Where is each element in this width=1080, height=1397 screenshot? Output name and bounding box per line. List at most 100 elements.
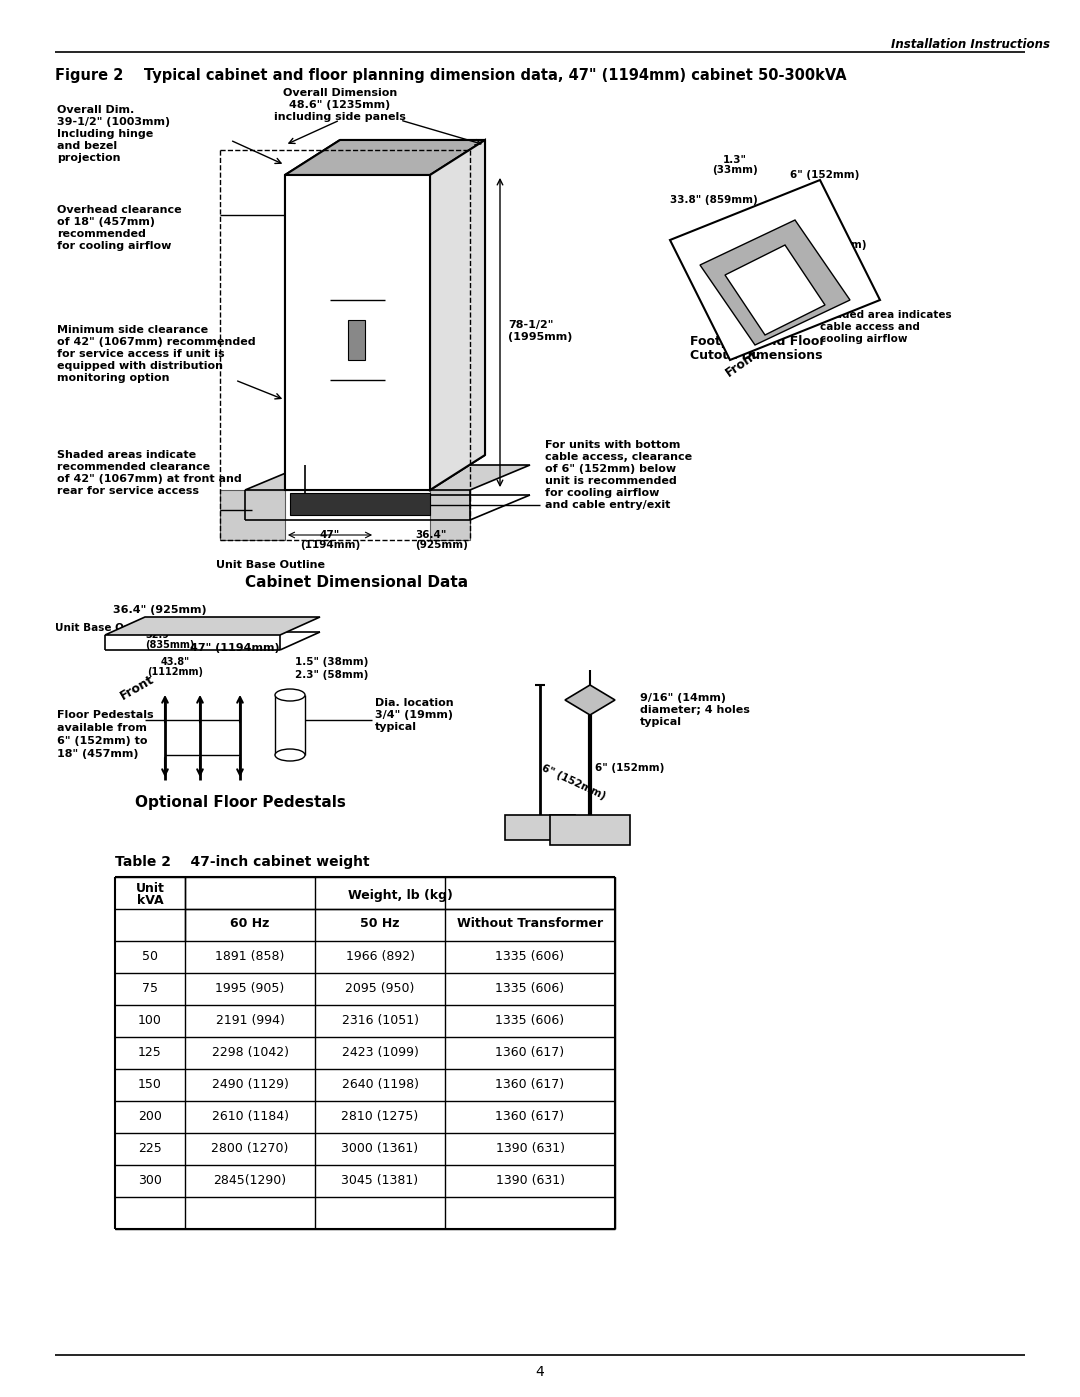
Text: Front: Front [724, 348, 761, 380]
Text: 60 Hz: 60 Hz [230, 916, 270, 930]
Text: Shaded area indicates: Shaded area indicates [820, 310, 951, 320]
Text: 47": 47" [320, 529, 340, 541]
Text: 1.5" (38mm): 1.5" (38mm) [295, 657, 368, 666]
Text: (33mm): (33mm) [712, 237, 758, 247]
Text: cooling airflow: cooling airflow [820, 334, 907, 344]
Ellipse shape [275, 749, 305, 761]
Text: 125: 125 [138, 1046, 162, 1059]
Text: 1995 (905): 1995 (905) [215, 982, 285, 995]
Text: For units with bottom: For units with bottom [545, 440, 680, 450]
Text: 1360 (617): 1360 (617) [496, 1078, 565, 1091]
Text: Footprint and Floor: Footprint and Floor [690, 335, 825, 348]
Text: 32.9": 32.9" [145, 630, 174, 640]
Polygon shape [348, 320, 365, 360]
Text: 2095 (950): 2095 (950) [346, 982, 415, 995]
Polygon shape [725, 244, 825, 335]
Text: Including hinge: Including hinge [57, 129, 153, 138]
Text: 43.8": 43.8" [161, 657, 190, 666]
Text: 225: 225 [138, 1141, 162, 1155]
Text: 6" (152mm) to: 6" (152mm) to [57, 736, 148, 746]
Text: 200: 200 [138, 1111, 162, 1123]
Text: 2.3" (58mm): 2.3" (58mm) [295, 671, 368, 680]
Text: 1390 (631): 1390 (631) [496, 1173, 565, 1187]
Polygon shape [565, 685, 615, 715]
Text: recommended clearance: recommended clearance [57, 462, 211, 472]
Text: 2800 (1270): 2800 (1270) [212, 1141, 288, 1155]
Polygon shape [505, 814, 575, 840]
Text: diameter; 4 holes: diameter; 4 holes [640, 705, 750, 715]
Text: 1966 (892): 1966 (892) [346, 950, 415, 963]
Text: rear for service access: rear for service access [57, 486, 199, 496]
Text: for cooling airflow: for cooling airflow [57, 242, 172, 251]
Polygon shape [550, 814, 630, 845]
Text: 2423 (1099): 2423 (1099) [341, 1046, 418, 1059]
Text: for cooling airflow: for cooling airflow [545, 488, 660, 497]
Text: 1891 (858): 1891 (858) [215, 950, 285, 963]
Text: cable access, clearance: cable access, clearance [545, 453, 692, 462]
Text: Front: Front [118, 673, 157, 703]
Text: 75: 75 [141, 982, 158, 995]
Text: and cable entry/exit: and cable entry/exit [545, 500, 671, 510]
Text: 1335 (606): 1335 (606) [496, 982, 565, 995]
Text: 150: 150 [138, 1078, 162, 1091]
Text: Minimum side clearance: Minimum side clearance [57, 326, 208, 335]
Text: 6" (152mm): 6" (152mm) [789, 258, 860, 268]
Text: equipped with distribution: equipped with distribution [57, 360, 222, 372]
Text: Unit: Unit [136, 882, 164, 895]
Text: Cabinet Dimensional Data: Cabinet Dimensional Data [245, 576, 469, 590]
Text: available from: available from [57, 724, 147, 733]
Polygon shape [105, 617, 320, 636]
Text: 39-1/2" (1003mm): 39-1/2" (1003mm) [57, 117, 171, 127]
Text: 6" (152mm): 6" (152mm) [540, 763, 607, 802]
Text: 6" (152mm): 6" (152mm) [789, 170, 860, 180]
Polygon shape [220, 490, 285, 541]
Text: kVA: kVA [137, 894, 163, 907]
Polygon shape [700, 219, 850, 345]
Text: monitoring option: monitoring option [57, 373, 170, 383]
Text: of 6" (152mm) below: of 6" (152mm) below [545, 464, 676, 474]
Text: Figure 2    Typical cabinet and floor planning dimension data, 47" (1194mm) cabi: Figure 2 Typical cabinet and floor plann… [55, 68, 847, 82]
Text: of 42" (1067mm) at front and: of 42" (1067mm) at front and [57, 474, 242, 483]
Polygon shape [285, 140, 485, 175]
Text: (33mm): (33mm) [712, 165, 758, 175]
Text: Overall Dimension: Overall Dimension [283, 88, 397, 98]
Text: 9/16" (14mm): 9/16" (14mm) [640, 693, 726, 703]
Text: 1360 (617): 1360 (617) [496, 1111, 565, 1123]
Text: Installation Instructions: Installation Instructions [891, 38, 1050, 52]
Text: 300: 300 [138, 1173, 162, 1187]
Polygon shape [670, 180, 880, 360]
Text: 50: 50 [141, 950, 158, 963]
Text: projection: projection [57, 154, 121, 163]
Text: 2810 (1275): 2810 (1275) [341, 1111, 419, 1123]
Text: Floor Pedestals: Floor Pedestals [57, 710, 153, 719]
Polygon shape [430, 140, 485, 490]
Text: for service access if unit is: for service access if unit is [57, 349, 225, 359]
Text: Weight, lb (kg): Weight, lb (kg) [348, 888, 453, 902]
Text: 1.3": 1.3" [723, 155, 747, 165]
Polygon shape [291, 493, 430, 515]
Text: (1112mm): (1112mm) [147, 666, 203, 678]
Text: 1335 (606): 1335 (606) [496, 950, 565, 963]
Text: (835mm): (835mm) [145, 640, 194, 650]
Text: 18" (457mm): 18" (457mm) [57, 749, 138, 759]
Text: 2191 (994): 2191 (994) [216, 1014, 284, 1027]
Text: 1390 (631): 1390 (631) [496, 1141, 565, 1155]
Text: 2640 (1198): 2640 (1198) [341, 1078, 419, 1091]
Text: Without Transformer: Without Transformer [457, 916, 603, 930]
Text: including side panels: including side panels [274, 112, 406, 122]
Text: Shaded areas indicate: Shaded areas indicate [57, 450, 197, 460]
Text: Unit Base Outline: Unit Base Outline [216, 560, 324, 570]
Text: 6" (152mm): 6" (152mm) [595, 763, 664, 773]
Text: (1194mm): (1194mm) [300, 541, 360, 550]
Text: Table 2    47-inch cabinet weight: Table 2 47-inch cabinet weight [114, 855, 369, 869]
Text: 36.4": 36.4" [415, 529, 446, 541]
Text: (1995mm): (1995mm) [508, 332, 572, 342]
Text: (925mm): (925mm) [415, 541, 468, 550]
Text: unit is recommended: unit is recommended [545, 476, 677, 486]
Text: 2490 (1129): 2490 (1129) [212, 1078, 288, 1091]
Text: 1335 (606): 1335 (606) [496, 1014, 565, 1027]
Text: Optional Floor Pedestals: Optional Floor Pedestals [135, 795, 346, 810]
Text: Overall Dim.: Overall Dim. [57, 105, 134, 115]
Text: 1.3": 1.3" [723, 225, 747, 235]
Text: typical: typical [375, 722, 417, 732]
